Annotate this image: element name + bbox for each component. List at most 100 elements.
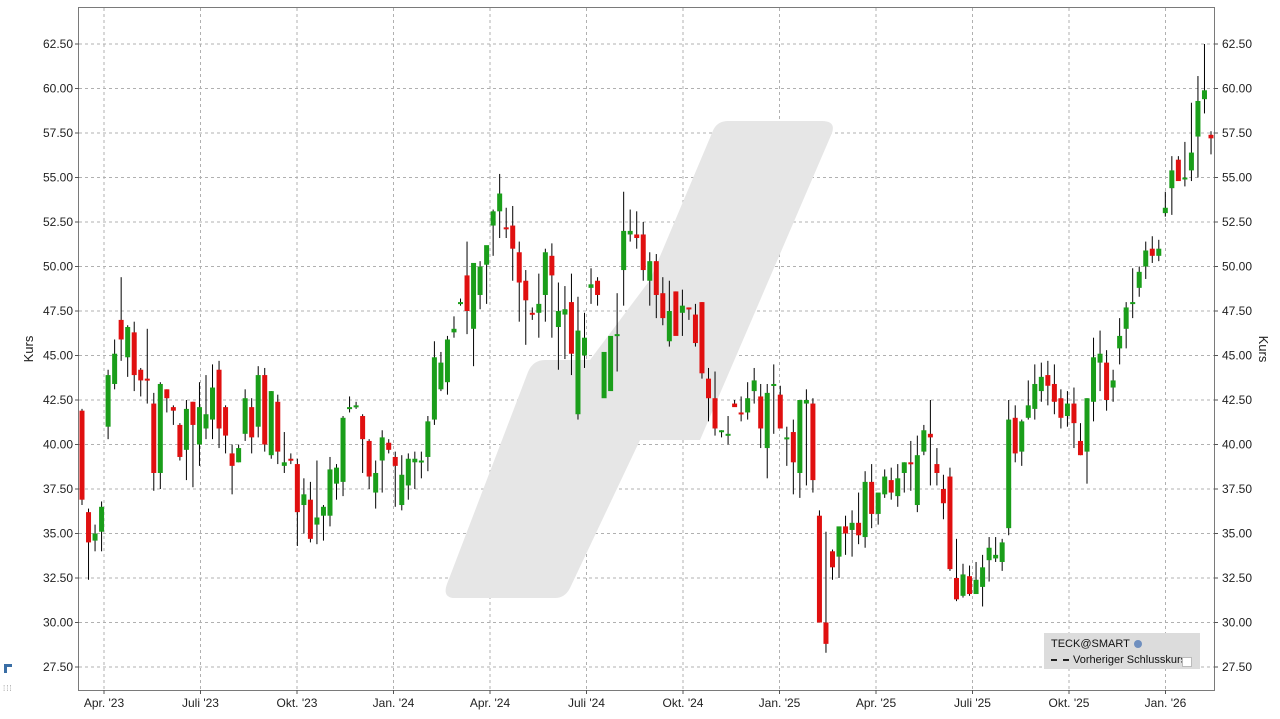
candle-body [275, 401, 281, 452]
y-tick-label-right: 47.50 [1222, 304, 1252, 318]
y-tick-label-right: 35.00 [1222, 527, 1252, 541]
candle-body [216, 369, 222, 429]
x-axis: Apr. '23 Juli '23 Okt. '23 Jan. '24 Apr. '24… [84, 690, 1187, 710]
candle-body [542, 252, 548, 295]
candle-body [79, 410, 85, 500]
candle-body [908, 462, 914, 465]
candle-body [392, 456, 398, 466]
candle-body [934, 464, 940, 473]
candle-body [608, 335, 614, 392]
candle-body [360, 416, 366, 440]
candle-body [1077, 440, 1083, 456]
candle-body [823, 622, 829, 644]
candle-body [953, 578, 959, 600]
candle-body [112, 353, 118, 384]
candle-body [210, 387, 216, 420]
candle-body [973, 579, 979, 595]
candle-body [1038, 376, 1044, 392]
candle-body [771, 383, 777, 386]
y-tick-label-right: 32.50 [1222, 571, 1252, 585]
candle-body [732, 403, 738, 408]
candle-body [431, 357, 437, 420]
chart-tool-icon[interactable] [4, 664, 14, 674]
candle-body [1110, 380, 1116, 388]
legend-previous-close-row: Vorheriger Schlusskurs [1051, 654, 1186, 666]
candle-body [464, 275, 470, 311]
y-tick-label-right: 60.00 [1222, 82, 1252, 96]
x-tick-label: Jan. '24 [373, 696, 415, 710]
candle-body [125, 327, 131, 358]
candle-body [993, 554, 999, 559]
candle-body [170, 407, 176, 411]
candle-body [1136, 271, 1142, 288]
candle-body [399, 474, 405, 506]
candle-body [777, 394, 783, 429]
x-tick-label: Apr. '25 [856, 696, 897, 710]
y-tick-label-right: 57.50 [1222, 126, 1252, 140]
candle-body [1117, 335, 1123, 349]
candle-body [196, 407, 202, 445]
candle-body [327, 469, 333, 516]
y-tick-label-left: 35.00 [43, 527, 73, 541]
candle-body [138, 369, 144, 381]
candle-body [379, 437, 385, 461]
candle-body [764, 392, 770, 449]
y-tick-label-left: 60.00 [43, 82, 73, 96]
candle-body [829, 551, 835, 568]
candle-body [1104, 362, 1110, 400]
candle-body [177, 424, 183, 457]
candle-body [190, 401, 196, 425]
candle-body [986, 547, 992, 561]
previous-close-checkbox[interactable] [1182, 657, 1192, 667]
y-axis-left: 27.50 30.00 32.50 35.00 37.50 40.00 42.50 45.00… [43, 37, 79, 674]
candle-body [451, 328, 457, 333]
globe-icon[interactable] [1133, 640, 1142, 649]
candle-body [980, 567, 986, 587]
candle-body [314, 517, 320, 525]
candle-body [712, 398, 718, 429]
y-tick-label-left: 32.50 [43, 571, 73, 585]
y-tick-label-left: 62.50 [43, 37, 73, 51]
candle-body [164, 389, 170, 399]
y-tick-label-left: 52.50 [43, 215, 73, 229]
y-tick-label-left: 42.50 [43, 393, 73, 407]
candle-body [914, 455, 920, 506]
candle-body [353, 405, 359, 408]
candle-body [634, 234, 640, 239]
candle-body [549, 255, 555, 276]
candle-body [1169, 170, 1175, 189]
candle-body [236, 448, 242, 463]
y-tick-label-right: 27.50 [1222, 660, 1252, 674]
legend-symbol-row: TECK@SMART [1051, 638, 1142, 650]
candle-body [999, 542, 1005, 562]
candle-body [1195, 100, 1201, 137]
candle-body [699, 302, 705, 374]
candle-body [157, 383, 163, 473]
candle-body [653, 261, 659, 295]
candle-body [490, 211, 496, 226]
candles [79, 44, 1214, 653]
watermark [445, 121, 833, 598]
candle-body [882, 476, 888, 495]
candle-body [373, 472, 379, 493]
candle-body [477, 266, 483, 295]
y-tick-label-right: 62.50 [1222, 37, 1252, 51]
candle-body [562, 309, 568, 315]
candle-body [249, 407, 255, 438]
candle-body [869, 481, 875, 514]
candle-body [1156, 248, 1162, 256]
y-tick-label-right: 50.00 [1222, 260, 1252, 274]
y-tick-label-left: 47.50 [43, 304, 73, 318]
y-tick-label-right: 42.50 [1222, 393, 1252, 407]
candle-body [99, 506, 105, 532]
candle-body [679, 305, 685, 313]
candle-body [888, 480, 894, 493]
x-tick-label: Apr. '24 [470, 696, 511, 710]
candle-body [484, 245, 490, 265]
resize-grip-icon[interactable]: ⁞⁞⁞ [3, 684, 13, 693]
candle-body [1051, 383, 1057, 402]
candle-body [1012, 417, 1018, 454]
candle-body [666, 311, 672, 342]
candle-body [438, 362, 444, 390]
x-tick-label: Juli '23 [182, 696, 219, 710]
